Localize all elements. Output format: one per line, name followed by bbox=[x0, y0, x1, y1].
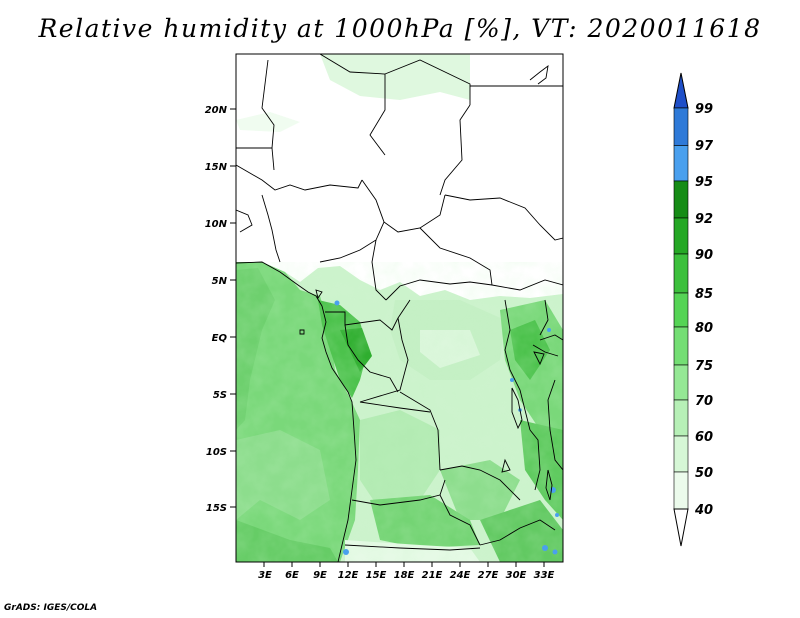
colorbar-segment bbox=[673, 180, 689, 219]
lon-tick-label: 12E bbox=[338, 570, 359, 581]
lon-tick-label: 18E bbox=[394, 570, 415, 581]
colorbar-segment bbox=[673, 471, 689, 510]
grads-credit: GrADS: IGES/COLA bbox=[4, 603, 98, 613]
colorbar-segment bbox=[673, 364, 689, 401]
lat-tick-label: 10N bbox=[205, 219, 228, 230]
colorbar-label: 60 bbox=[695, 430, 713, 445]
colorbar-bottom-arrow bbox=[673, 508, 689, 547]
lon-tick-label: 24E bbox=[450, 570, 471, 581]
colorbar-segment bbox=[673, 107, 689, 146]
lat-tick-label: 20N bbox=[205, 105, 228, 116]
lat-tick-label: 15N bbox=[205, 162, 228, 173]
colorbar-label: 70 bbox=[695, 394, 713, 409]
map-title: Relative humidity at 1000hPa [%], VT: 20… bbox=[38, 14, 762, 43]
longitude-axis bbox=[263, 562, 545, 567]
colorbar-label: 80 bbox=[695, 321, 713, 336]
lat-tick-label: 15S bbox=[206, 503, 227, 514]
colorbar-segment bbox=[673, 326, 689, 366]
lat-tick-label: 10S bbox=[206, 447, 227, 458]
colorbar-label: 97 bbox=[695, 139, 714, 154]
map-frame bbox=[235, 53, 564, 563]
lat-tick-label: 5N bbox=[212, 276, 228, 287]
lon-tick-label: 27E bbox=[478, 570, 499, 581]
colorbar-label: 85 bbox=[695, 287, 713, 302]
lon-tick-label: 33E bbox=[534, 570, 555, 581]
colorbar-label: 99 bbox=[695, 102, 713, 117]
colorbar bbox=[673, 72, 689, 547]
colorbar-segment bbox=[673, 399, 689, 437]
colorbar-segment bbox=[673, 292, 689, 328]
lat-tick-label: 5S bbox=[213, 390, 227, 401]
colorbar-segment bbox=[673, 435, 689, 473]
lon-tick-label: 21E bbox=[422, 570, 443, 581]
colorbar-segment bbox=[673, 253, 689, 294]
colorbar-label: 95 bbox=[695, 175, 713, 190]
lat-tick-label: EQ bbox=[212, 333, 228, 344]
country-boundaries bbox=[236, 54, 563, 562]
colorbar-segment bbox=[673, 145, 689, 182]
lon-tick-label: 3E bbox=[258, 570, 272, 581]
colorbar-label: 40 bbox=[694, 503, 713, 518]
colorbar-label: 50 bbox=[695, 466, 713, 481]
latitude-axis bbox=[230, 108, 236, 508]
map-panel bbox=[236, 54, 563, 562]
lon-tick-label: 6E bbox=[285, 570, 299, 581]
colorbar-label: 90 bbox=[695, 248, 713, 263]
colorbar-label: 75 bbox=[695, 359, 713, 374]
lon-tick-label: 9E bbox=[313, 570, 327, 581]
colorbar-label: 92 bbox=[695, 212, 713, 227]
colorbar-segment bbox=[673, 217, 689, 255]
colorbar-top-arrow bbox=[673, 72, 689, 109]
humidity-field-north bbox=[320, 54, 470, 100]
lon-tick-label: 30E bbox=[506, 570, 527, 581]
lon-tick-label: 15E bbox=[366, 570, 387, 581]
